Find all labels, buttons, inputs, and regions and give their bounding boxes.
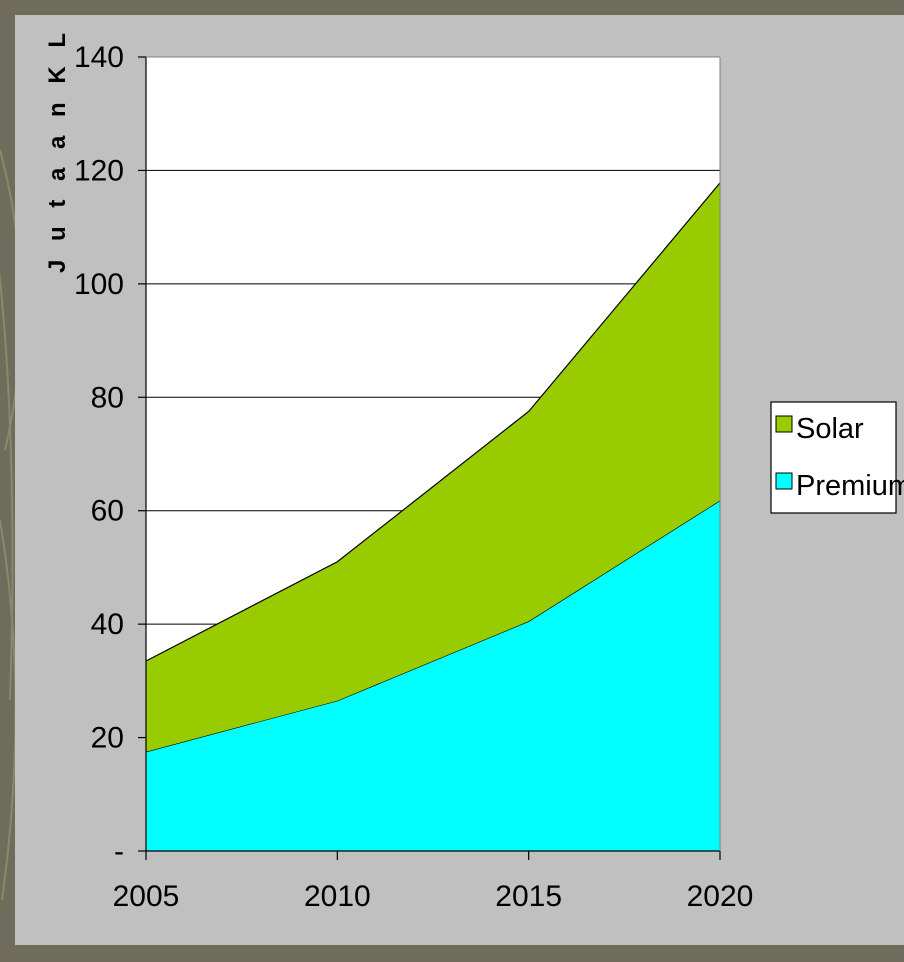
y-tick-label: 40 [91,608,124,641]
x-tick-label: 2005 [113,880,180,913]
legend: Solar Premium [770,401,904,514]
y-tick-label: 120 [74,154,124,187]
y-tick-label: 60 [91,495,124,528]
y-tick-label: 140 [74,41,124,74]
axes: - 20 40 60 80 100 120 140 2005 2010 2015 2020 [74,41,753,913]
y-tick-label: 20 [91,722,124,755]
legend-label-solar: Solar [796,413,864,445]
area-solar [146,182,720,752]
legend-swatch-solar [775,415,793,433]
x-tick-label: 2015 [495,880,562,913]
legend-label-premium: Premium [796,470,904,502]
x-tick-label: 2020 [687,880,754,913]
x-tick-label: 2010 [304,880,371,913]
area-series-layer [145,182,721,851]
y-axis-title: J u t a a n K L [44,27,71,273]
y-tick-label: 80 [91,381,124,414]
y-tick-label: 100 [74,268,124,301]
area-solar-edge [145,182,721,662]
legend-swatch-premium [775,472,793,490]
y-tick-label: - [114,835,124,868]
area-premium [146,500,720,851]
